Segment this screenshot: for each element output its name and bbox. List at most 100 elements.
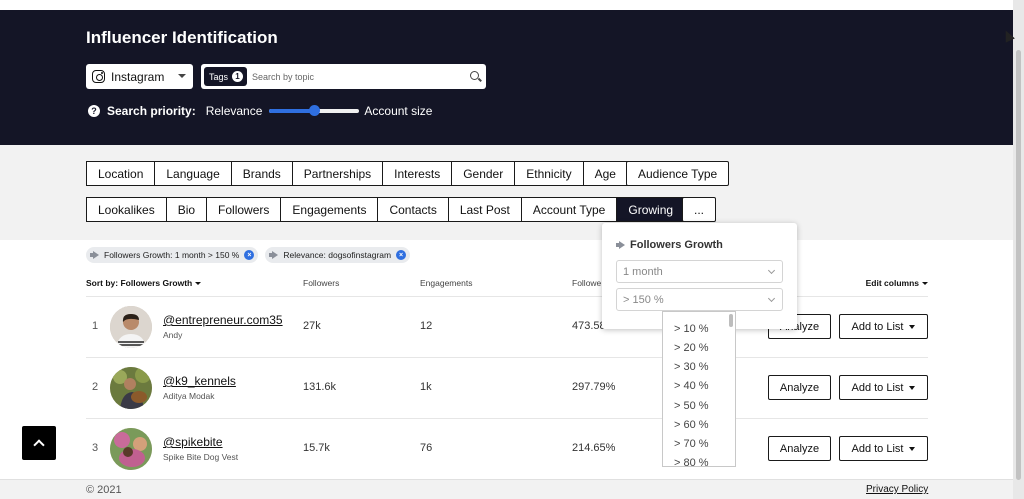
tags-button[interactable]: Tags 1 xyxy=(204,67,248,86)
more-filters-group: ... xyxy=(682,197,716,222)
platform-label: Instagram xyxy=(111,69,165,84)
filter-audience-type[interactable]: Audience Type xyxy=(626,161,730,186)
add-to-list-button[interactable]: Add to List xyxy=(839,436,928,461)
avatar[interactable] xyxy=(110,367,152,409)
platform-select[interactable]: Instagram xyxy=(86,64,193,89)
page-footer: © 2021 Privacy Policy xyxy=(0,479,1013,499)
threshold-options-list[interactable]: > 10 % > 20 % > 30 % > 40 % > 50 % > 60 … xyxy=(662,311,736,467)
filter-interests[interactable]: Interests xyxy=(382,161,453,186)
edit-columns-label: Edit columns xyxy=(865,278,919,288)
filter-growing[interactable]: Growing xyxy=(616,197,686,222)
period-value: 1 month xyxy=(623,265,663,278)
filter-chip[interactable]: Followers Growth: 1 month > 150 % × xyxy=(86,247,259,263)
help-icon[interactable]: ? xyxy=(88,105,100,117)
popover-title: Followers Growth xyxy=(616,239,723,251)
column-header-engagements[interactable]: Engagements xyxy=(420,278,473,288)
privacy-policy-link[interactable]: Privacy Policy xyxy=(866,484,929,495)
influencer-name: Andy xyxy=(163,330,183,340)
threshold-option[interactable]: > 50 % xyxy=(674,400,709,412)
chevron-down-icon xyxy=(767,294,776,303)
influencer-name: Spike Bite Dog Vest xyxy=(163,452,239,462)
column-header-growth[interactable]: Followe xyxy=(572,278,602,288)
chip-label: Followers Growth: 1 month > 150 % xyxy=(104,250,240,260)
tags-label: Tags xyxy=(209,71,229,82)
more-filters-button[interactable]: ... xyxy=(682,197,716,222)
filter-followers[interactable]: Followers xyxy=(206,197,282,222)
analyze-button[interactable]: Analyze xyxy=(768,436,831,461)
filter-contacts[interactable]: Contacts xyxy=(377,197,449,222)
avatar[interactable] xyxy=(110,306,152,348)
threshold-select[interactable]: > 150 % xyxy=(616,288,783,311)
chevron-down-icon xyxy=(909,324,916,329)
sort-dropdown[interactable]: Sort by: Followers Growth xyxy=(86,278,202,288)
copyright-text: © 2021 xyxy=(86,484,122,496)
threshold-value: > 150 % xyxy=(623,293,664,306)
filter-account-type[interactable]: Account Type xyxy=(520,197,618,222)
filter-row-1: Location Language Brands Partnerships In… xyxy=(86,161,628,186)
table-row: 2 @k9_kennels Aditya Modak 131.6k 1k 297… xyxy=(86,357,928,417)
topic-search[interactable]: Tags 1 xyxy=(201,64,486,89)
add-to-list-button[interactable]: Add to List xyxy=(839,375,928,400)
followers-value: 131.6k xyxy=(303,381,337,393)
active-filter-chips: Followers Growth: 1 month > 150 % × Rele… xyxy=(86,247,417,263)
analyze-button[interactable]: Analyze xyxy=(768,314,831,339)
influencer-handle[interactable]: @spikebite xyxy=(163,435,223,449)
row-rank: 1 xyxy=(92,320,99,332)
chevron-down-icon xyxy=(909,385,916,390)
search-priority: ? Search priority: Relevance Account siz… xyxy=(88,104,432,118)
table-row: 1 @entrepreneur.com35 Andy 27k 12 473.58… xyxy=(86,296,928,356)
close-icon[interactable]: × xyxy=(244,250,255,260)
filter-chip[interactable]: Relevance: dogsofinstagram × xyxy=(265,247,411,263)
page-scrollbar[interactable] xyxy=(1013,0,1024,499)
filter-location[interactable]: Location xyxy=(86,161,156,186)
add-to-list-button[interactable]: Add to List xyxy=(839,314,928,339)
search-icon[interactable] xyxy=(470,71,479,80)
avatar-image xyxy=(110,428,152,470)
threshold-option[interactable]: > 30 % xyxy=(674,361,709,373)
megaphone-icon xyxy=(616,241,626,249)
close-icon[interactable]: × xyxy=(396,250,407,260)
filter-last-post[interactable]: Last Post xyxy=(447,197,522,222)
followers-value: 27k xyxy=(303,320,321,332)
threshold-option[interactable]: > 20 % xyxy=(674,342,709,354)
influencer-handle[interactable]: @entrepreneur.com35 xyxy=(163,313,283,327)
filter-lookalikes[interactable]: Lookalikes xyxy=(86,197,167,222)
analyze-button[interactable]: Analyze xyxy=(768,375,831,400)
growth-value: 297.79% xyxy=(572,381,616,393)
growth-value: 214.65% xyxy=(572,442,616,454)
filter-partnerships[interactable]: Partnerships xyxy=(291,161,384,186)
filter-ethnicity[interactable]: Ethnicity xyxy=(514,161,584,186)
scrollbar-thumb[interactable] xyxy=(1016,50,1021,480)
sort-label: Sort by: Followers Growth xyxy=(86,278,193,288)
chevron-down-icon xyxy=(178,74,186,78)
filter-age[interactable]: Age xyxy=(582,161,628,186)
row-rank: 2 xyxy=(92,381,99,393)
slider-thumb[interactable] xyxy=(309,105,321,116)
scrollbar[interactable] xyxy=(729,314,733,327)
back-to-top-button[interactable] xyxy=(22,426,56,460)
engagements-value: 76 xyxy=(420,442,433,454)
row-rank: 3 xyxy=(92,442,99,454)
hero-header: Influencer Identification Instagram Tags… xyxy=(0,10,1013,145)
filter-row-2: Lookalikes Bio Followers Engagements Con… xyxy=(86,197,686,222)
threshold-option[interactable]: > 70 % xyxy=(674,438,709,450)
threshold-option[interactable]: > 60 % xyxy=(674,419,709,431)
threshold-option[interactable]: > 80 % xyxy=(674,457,709,467)
filter-language[interactable]: Language xyxy=(154,161,232,186)
threshold-option[interactable]: > 40 % xyxy=(674,380,709,392)
filter-engagements[interactable]: Engagements xyxy=(280,197,379,222)
filter-gender[interactable]: Gender xyxy=(451,161,516,186)
chevron-down-icon xyxy=(767,266,776,275)
column-header-followers[interactable]: Followers xyxy=(303,278,340,288)
chevron-up-icon xyxy=(33,439,45,451)
filter-brands[interactable]: Brands xyxy=(230,161,293,186)
threshold-option[interactable]: > 10 % xyxy=(674,323,709,335)
edit-columns-button[interactable]: Edit columns xyxy=(866,278,928,288)
priority-slider[interactable] xyxy=(269,105,360,116)
search-input[interactable] xyxy=(252,71,468,82)
avatar[interactable] xyxy=(110,428,152,470)
period-select[interactable]: 1 month xyxy=(616,260,783,283)
influencer-handle[interactable]: @k9_kennels xyxy=(163,374,236,388)
filter-bio[interactable]: Bio xyxy=(165,197,208,222)
